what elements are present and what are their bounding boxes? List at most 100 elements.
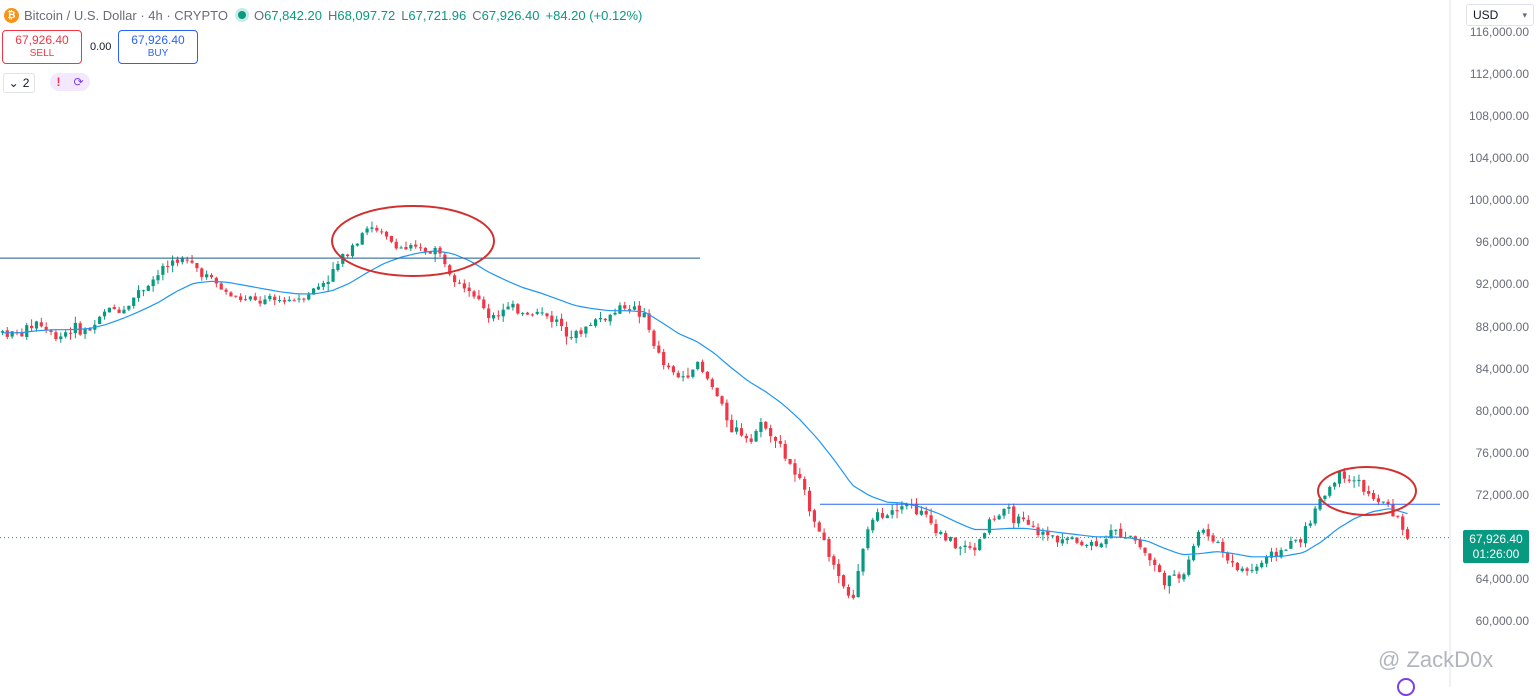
candle-body (1328, 486, 1332, 496)
candle-body (1206, 529, 1210, 537)
candle-body (866, 529, 870, 549)
indicator-collapse-button[interactable]: ⌄ 2 (3, 73, 35, 93)
candle-body (1264, 557, 1269, 564)
sync-icon[interactable]: ⟳ (73, 75, 84, 89)
candle-body (462, 283, 466, 289)
symbol-title[interactable]: Bitcoin / U.S. Dollar · 4h · CRYPTO (24, 7, 228, 23)
candle-body (491, 314, 496, 319)
candle-body (243, 299, 248, 301)
candle-body (423, 247, 428, 253)
candle-body (239, 296, 243, 301)
candle-body (73, 322, 77, 334)
candle-body (389, 236, 393, 242)
candle-body (1255, 566, 1259, 571)
candle-body (258, 300, 262, 304)
candle-body (127, 305, 131, 310)
candle-body (102, 311, 107, 317)
indicator-status-pill[interactable]: ! ⟳ (50, 73, 90, 91)
candle-body (754, 431, 758, 442)
currency-select[interactable]: USD ▾ (1466, 4, 1534, 26)
candle-body (166, 265, 170, 267)
candle-body (944, 533, 948, 541)
candle-body (1333, 482, 1337, 487)
bitcoin-icon[interactable]: ₿ (4, 7, 19, 23)
high-label: H (327, 7, 338, 23)
candle-body (1162, 572, 1167, 586)
candle-body (662, 352, 666, 366)
currency-value: USD (1473, 8, 1499, 22)
candle-body (88, 328, 92, 331)
candle-body (579, 330, 583, 334)
candle-body (496, 315, 500, 317)
candle-body (326, 281, 330, 285)
candle-body (647, 313, 651, 330)
buy-button[interactable]: 67,926.40 BUY (118, 30, 198, 64)
candle-body (117, 309, 121, 313)
candle-body (973, 547, 977, 551)
candle-body (453, 275, 457, 283)
candle-body (302, 298, 306, 300)
candle-body (963, 545, 967, 548)
candle-body (248, 296, 252, 300)
candle-body (1051, 535, 1055, 537)
candle-body (370, 227, 374, 229)
candle-body (603, 318, 607, 321)
candle-body (1269, 551, 1274, 558)
candle-body (793, 463, 797, 475)
candle-body (1148, 553, 1152, 561)
candle-body (122, 309, 126, 314)
candle-body (992, 518, 996, 520)
candle-body (59, 336, 63, 340)
candle-body (268, 295, 272, 300)
candle-body (312, 288, 316, 295)
candle-body (1036, 527, 1040, 535)
candle-body (1114, 529, 1118, 531)
buy-label: BUY (147, 48, 169, 59)
candle-body (608, 314, 612, 322)
candle-body (1347, 479, 1351, 481)
candle-body (589, 325, 593, 327)
candle-body (555, 319, 559, 322)
candle-body (803, 479, 807, 490)
candle-body (1342, 471, 1346, 479)
candle-body (1167, 575, 1171, 587)
price-tick-label: 88,000.00 (1475, 319, 1529, 334)
price-tick-label: 108,000.00 (1468, 109, 1529, 124)
candle-body (1119, 528, 1123, 538)
candle-body (39, 322, 43, 327)
warning-icon[interactable]: ! (56, 75, 61, 89)
candle-body (788, 458, 792, 464)
candle-body (1153, 559, 1157, 566)
last-price-value: 67,926.40 (1469, 532, 1523, 546)
candle-body (1376, 498, 1380, 503)
candle-body (1221, 541, 1225, 553)
candle-body (1099, 543, 1103, 548)
candle-body (1031, 525, 1035, 527)
candle-body (564, 326, 569, 337)
chevron-down-icon: ⌄ (8, 76, 19, 90)
candle-body (705, 371, 710, 379)
candle-body (25, 325, 29, 337)
candle-body (817, 522, 821, 532)
candle-body (1362, 480, 1366, 492)
sell-button[interactable]: 67,926.40 SELL (2, 30, 82, 64)
price-tick-label: 96,000.00 (1475, 235, 1529, 250)
candle-body (953, 537, 957, 549)
candle-body (876, 512, 880, 521)
candle-body (769, 428, 773, 437)
watermark-text: @ ZackD0x (1378, 647, 1494, 672)
candle-body (141, 290, 146, 292)
open-label: O (253, 7, 265, 23)
candle-body (550, 315, 554, 322)
annotation-circle (1317, 466, 1417, 516)
candle-body (467, 287, 471, 292)
candle-body (482, 299, 486, 309)
candle-body (209, 274, 214, 278)
sell-price: 67,926.40 (15, 33, 69, 47)
candle-body (846, 587, 851, 596)
candle-body (730, 419, 734, 433)
candle-body (569, 337, 573, 339)
candle-body (307, 294, 311, 300)
candle-body (584, 326, 588, 334)
